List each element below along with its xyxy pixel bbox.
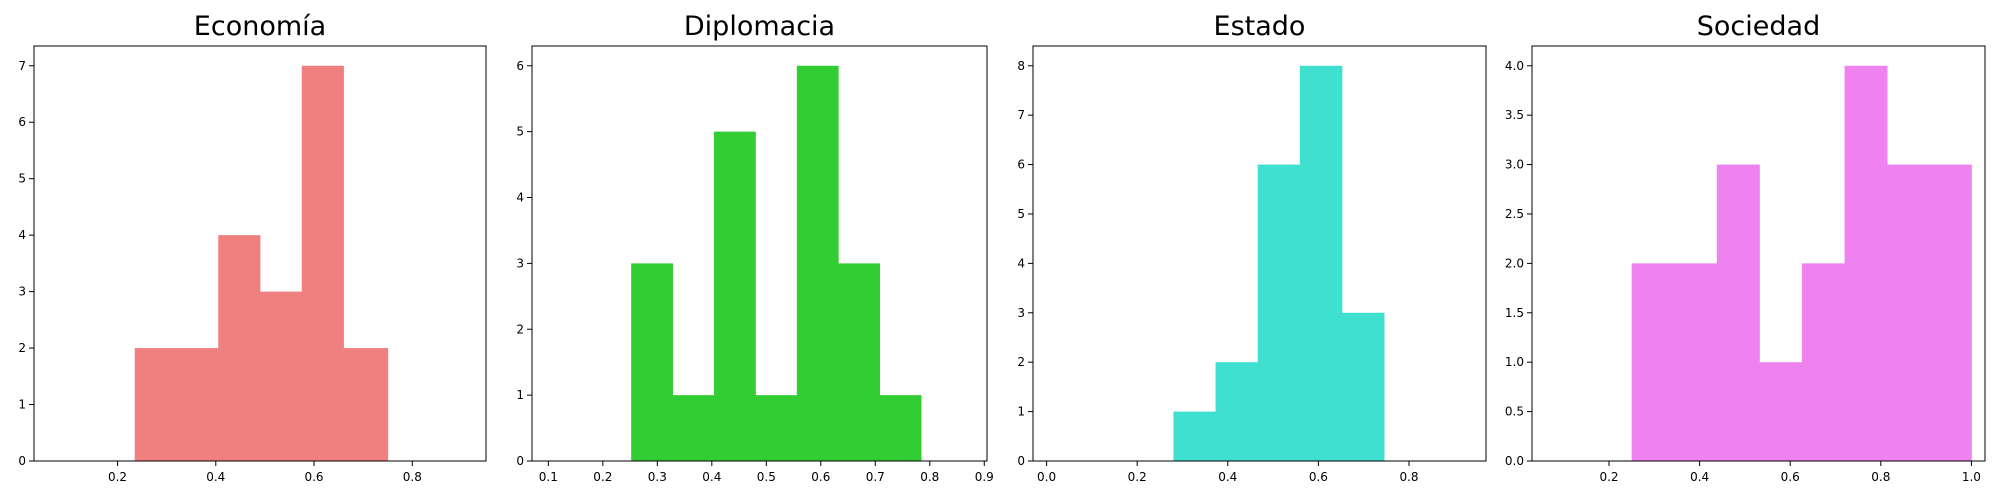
x-tick-label: 0.4 — [206, 470, 225, 484]
histogram-bar — [1929, 164, 1972, 461]
y-tick-label: 5 — [1017, 207, 1025, 221]
histogram-bar — [1759, 362, 1803, 461]
chart-title: Sociedad — [1697, 11, 1820, 42]
axes-frame — [1531, 45, 1986, 462]
y-tick-label: 1 — [516, 388, 524, 402]
x-tick-label: 0.6 — [304, 470, 323, 484]
histogram-bar — [176, 348, 219, 461]
y-tick-label: 7 — [1017, 108, 1025, 122]
subplot-2: 0.1 0.2 0.3 0.4 0.5 0.6 0.7 0.8 0.9 0 1 2 3 4 5 6 Diplom… — [516, 11, 993, 484]
y-tick-label: 6 — [18, 115, 26, 129]
y-tick-label: 2 — [1017, 355, 1025, 369]
histogram-bar — [714, 131, 756, 461]
y-tick-label: 8 — [1017, 59, 1025, 73]
x-tick-label: 0.8 — [920, 470, 939, 484]
y-tick-label: 4 — [1017, 256, 1025, 270]
y-tick-label: 2.0 — [1505, 256, 1524, 270]
y-tick-label: 2 — [516, 322, 524, 336]
x-tick-label: 0.2 — [593, 470, 612, 484]
x-tick-label: 0.6 — [1781, 470, 1800, 484]
histogram-bar — [1844, 65, 1888, 461]
histogram-bar — [1173, 411, 1216, 461]
x-tick-label: 0.8 — [1871, 470, 1890, 484]
histogram-bar — [1341, 312, 1385, 461]
x-tick-label: 0.4 — [1218, 470, 1237, 484]
y-tick-label: 0 — [516, 454, 524, 468]
x-tick-label: 0.0 — [1037, 470, 1056, 484]
x-tick-label: 0.2 — [108, 470, 127, 484]
histogram-bar — [218, 235, 261, 461]
x-tick-label: 0.2 — [1599, 470, 1618, 484]
y-tick-label: 2 — [18, 341, 26, 355]
y-tick-label: 4 — [516, 191, 524, 205]
x-tick-label: 0.4 — [1690, 470, 1709, 484]
histogram-bar — [631, 263, 673, 461]
x-tick-label: 0.8 — [1399, 470, 1418, 484]
x-tick-label: 0.1 — [539, 470, 558, 484]
y-tick-label: 6 — [516, 59, 524, 73]
y-tick-label: 1.0 — [1505, 355, 1524, 369]
histogram-bar — [1674, 263, 1718, 461]
histogram-bar — [1215, 362, 1259, 461]
y-tick-label: 3.0 — [1505, 158, 1524, 172]
x-tick-label: 0.6 — [811, 470, 830, 484]
y-tick-label: 1 — [1017, 405, 1025, 419]
chart-title: Estado — [1214, 11, 1306, 42]
y-tick-label: 0.0 — [1505, 454, 1524, 468]
y-tick-label: 1 — [18, 398, 26, 412]
histogram-bar — [260, 291, 303, 461]
y-tick-label: 6 — [1017, 158, 1025, 172]
histogram-bar — [1716, 164, 1760, 461]
histogram-bar — [838, 263, 881, 461]
histogram-bar — [879, 395, 922, 461]
y-tick-label: 3 — [1017, 306, 1025, 320]
y-tick-label: 5 — [18, 172, 26, 186]
histogram-bar — [343, 348, 389, 461]
y-tick-label: 2.5 — [1505, 207, 1524, 221]
histogram-bar — [1631, 263, 1675, 461]
x-tick-label: 0.9 — [975, 470, 994, 484]
y-tick-label: 1.5 — [1505, 306, 1524, 320]
axes-frame — [33, 45, 487, 462]
axes-frame — [531, 45, 988, 462]
histogram-bar — [301, 65, 344, 461]
subplot-4: 0.2 0.4 0.6 0.8 1.0 0.0 0.5 1.0 1.5 2.0 2.5 3.0 3.5 4… — [1505, 11, 1986, 484]
histogram-bar — [134, 348, 177, 461]
histogram-bar — [1257, 164, 1301, 461]
subplot-3: 0.0 0.2 0.4 0.6 0.8 0 1 2 3 4 5 6 7 8 Estado — [1017, 11, 1487, 484]
histogram-bar — [1801, 263, 1845, 461]
histogram-bar — [755, 395, 798, 461]
histogram-bar — [1887, 164, 1931, 461]
x-tick-label: 0.5 — [757, 470, 776, 484]
x-tick-label: 1.0 — [1962, 470, 1981, 484]
x-tick-label: 0.3 — [648, 470, 667, 484]
y-tick-label: 3 — [18, 285, 26, 299]
subplot-1: 0.2 0.4 0.6 0.8 0 1 2 3 4 5 6 7 Economía — [18, 11, 487, 484]
y-tick-label: 0.5 — [1505, 405, 1524, 419]
histogram-bar — [672, 395, 715, 461]
axes-frame — [1032, 45, 1487, 462]
y-tick-label: 3 — [516, 256, 524, 270]
y-tick-label: 4 — [18, 228, 26, 242]
histogram-bar — [796, 65, 839, 461]
x-tick-label: 0.2 — [1128, 470, 1147, 484]
y-tick-label: 0 — [1017, 454, 1025, 468]
chart-title: Economía — [194, 11, 326, 42]
y-tick-label: 0 — [18, 454, 26, 468]
y-tick-label: 5 — [516, 125, 524, 139]
chart-title: Diplomacia — [684, 11, 835, 42]
y-tick-label: 7 — [18, 59, 26, 73]
x-tick-label: 0.7 — [866, 470, 885, 484]
y-tick-label: 3.5 — [1505, 108, 1524, 122]
x-tick-label: 0.6 — [1309, 470, 1328, 484]
x-tick-label: 0.4 — [702, 470, 721, 484]
x-tick-label: 0.8 — [403, 470, 422, 484]
y-tick-label: 4.0 — [1505, 59, 1524, 73]
histogram-bar — [1299, 65, 1343, 461]
